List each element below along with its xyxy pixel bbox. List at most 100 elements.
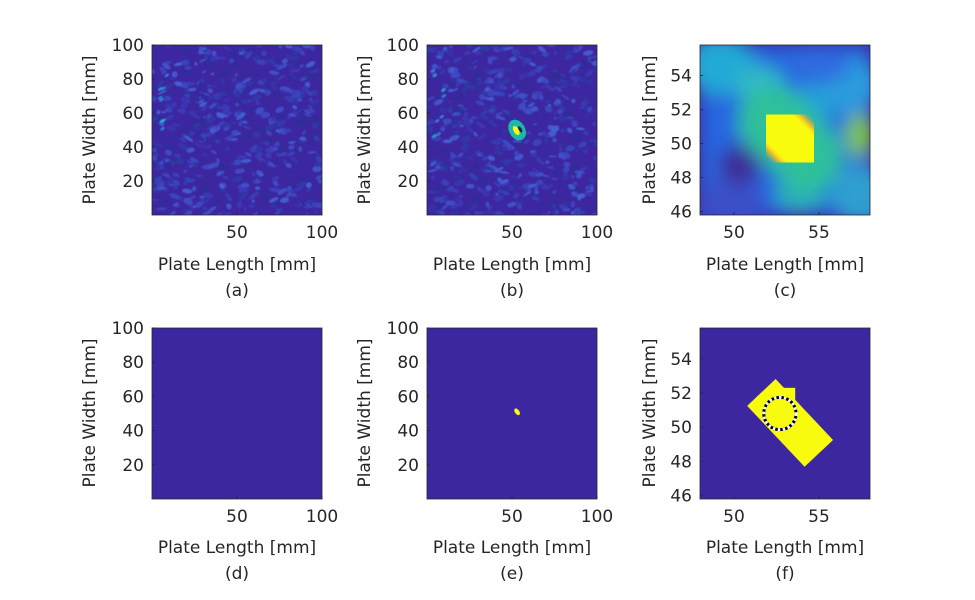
texture-blob bbox=[247, 99, 253, 103]
texture-blob bbox=[571, 191, 579, 197]
texture-blob bbox=[558, 104, 564, 110]
texture-blob bbox=[439, 69, 447, 75]
texture-blob bbox=[554, 209, 559, 215]
texture-blob bbox=[487, 206, 493, 210]
texture-blob bbox=[261, 50, 267, 57]
texture-blob bbox=[171, 123, 182, 127]
texture-blob bbox=[573, 181, 578, 186]
texture-blob bbox=[465, 212, 470, 215]
texture-blob bbox=[264, 89, 272, 96]
texture-blob bbox=[495, 211, 505, 215]
texture-blob bbox=[219, 70, 228, 77]
texture-blob bbox=[552, 68, 558, 73]
texture-blob bbox=[515, 143, 522, 148]
texture-blob bbox=[536, 179, 544, 186]
texture-blob bbox=[271, 85, 277, 91]
texture-blob bbox=[571, 175, 575, 179]
texture-blob bbox=[558, 114, 564, 121]
texture-blob bbox=[252, 131, 261, 138]
texture-blob bbox=[313, 91, 319, 96]
texture-streak bbox=[157, 87, 163, 91]
texture-blob bbox=[539, 161, 545, 165]
texture-blob bbox=[578, 141, 587, 148]
texture-blob bbox=[172, 183, 179, 190]
texture-blob bbox=[250, 192, 259, 199]
ytick-label: 46 bbox=[670, 203, 692, 223]
texture-blob bbox=[448, 100, 453, 104]
texture-blob bbox=[481, 50, 487, 54]
texture-blob bbox=[236, 109, 242, 115]
texture-blob bbox=[447, 67, 455, 74]
texture-blob bbox=[490, 68, 500, 74]
ylabel-f: Plate Width [mm] bbox=[640, 338, 660, 487]
texture-blob bbox=[274, 211, 281, 215]
texture-blob bbox=[567, 127, 573, 134]
ticks-a: 50 100 20 40 60 80 100 bbox=[112, 36, 339, 243]
texture-blob bbox=[455, 78, 465, 84]
texture-blob bbox=[265, 130, 272, 136]
texture-blob bbox=[541, 131, 550, 139]
texture-blob bbox=[440, 179, 450, 186]
texture-blob bbox=[558, 79, 568, 83]
texture-blob bbox=[437, 65, 442, 70]
texture-blob bbox=[548, 155, 557, 158]
texture-blob bbox=[510, 175, 517, 180]
texture-blob bbox=[273, 121, 285, 128]
texture-blob bbox=[289, 192, 298, 198]
texture-blob bbox=[236, 154, 247, 159]
ytick-label: 46 bbox=[670, 487, 692, 507]
texture-blob bbox=[235, 175, 243, 183]
texture-blob bbox=[568, 68, 574, 73]
texture-blob bbox=[527, 94, 533, 98]
texture-blob bbox=[231, 52, 238, 59]
texture-blob bbox=[219, 183, 225, 189]
texture-blob bbox=[228, 197, 232, 202]
texture-blob bbox=[293, 148, 299, 153]
texture-blob bbox=[248, 203, 255, 209]
texture-blob bbox=[491, 81, 501, 87]
texture-blob bbox=[591, 60, 597, 66]
texture-blob bbox=[208, 103, 217, 109]
texture-blob bbox=[221, 104, 231, 111]
texture-blob bbox=[281, 58, 288, 65]
texture-blob bbox=[161, 70, 167, 75]
texture-blob bbox=[178, 142, 188, 151]
ytick-label: 20 bbox=[122, 456, 144, 476]
texture-blob bbox=[431, 175, 436, 180]
texture-blob bbox=[539, 145, 546, 150]
texture-blob bbox=[573, 210, 582, 215]
texture-blob bbox=[466, 156, 474, 160]
texture-blob bbox=[571, 98, 576, 104]
texture-blob bbox=[542, 52, 549, 58]
texture-blob bbox=[427, 204, 437, 213]
texture-blob bbox=[582, 98, 592, 103]
texture-blob bbox=[297, 97, 302, 102]
field-blob bbox=[718, 145, 762, 185]
texture-blob bbox=[538, 95, 544, 101]
texture-blob bbox=[244, 132, 255, 138]
texture-blob bbox=[531, 112, 538, 116]
texture-blob bbox=[451, 188, 456, 193]
texture-blob bbox=[240, 158, 252, 163]
texture-blob bbox=[188, 55, 193, 58]
texture-blob bbox=[549, 73, 559, 81]
texture-blob bbox=[585, 190, 595, 193]
texture-blob bbox=[167, 144, 176, 152]
texture-blob bbox=[257, 126, 267, 133]
texture-blob bbox=[481, 166, 488, 171]
plot-area-f bbox=[700, 328, 870, 499]
texture-blob bbox=[308, 105, 313, 109]
texture-blob bbox=[248, 107, 258, 113]
xlabel-a: Plate Length [mm] bbox=[158, 255, 316, 275]
texture-blob bbox=[230, 45, 239, 50]
ytick-label: 40 bbox=[122, 422, 144, 442]
texture-blob bbox=[157, 90, 167, 95]
texture-blob bbox=[207, 84, 212, 87]
texture-blob bbox=[308, 99, 319, 105]
binary-blob bbox=[747, 379, 834, 467]
ytick-label: 60 bbox=[397, 387, 419, 407]
texture-blob bbox=[194, 118, 204, 123]
texture-blob bbox=[464, 59, 468, 66]
texture-blob bbox=[544, 105, 553, 113]
texture-blob bbox=[193, 130, 203, 136]
